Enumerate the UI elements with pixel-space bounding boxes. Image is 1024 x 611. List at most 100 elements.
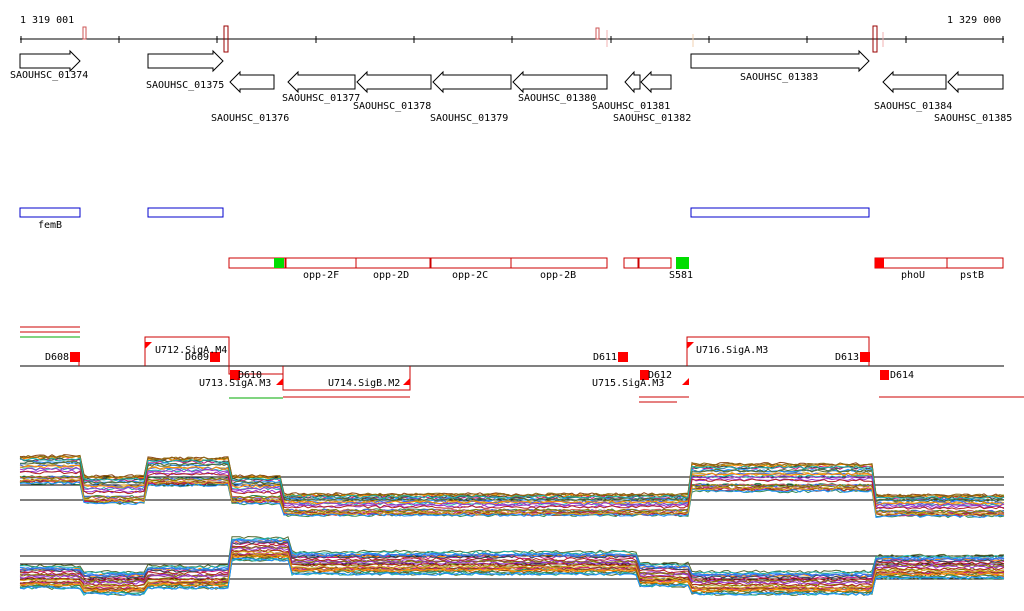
expression-traces xyxy=(19,535,1005,597)
gene-arrow[interactable] xyxy=(640,70,672,94)
gene-arrow[interactable] xyxy=(147,49,224,73)
expression-trace xyxy=(19,460,1005,503)
expression-trace xyxy=(19,557,1005,596)
annotation-label: opp-2B xyxy=(540,270,576,281)
segment-label: D613 xyxy=(835,352,859,363)
gene-arrow[interactable] xyxy=(432,70,512,94)
operon-box[interactable] xyxy=(690,207,870,218)
expression-track-upper xyxy=(19,454,1005,519)
segment-label: D608 xyxy=(45,352,69,363)
gene-label: SAOUHSC_01374 xyxy=(10,70,88,81)
gene-label: SAOUHSC_01382 xyxy=(613,113,691,124)
gene-arrow[interactable] xyxy=(229,70,275,94)
gene-label: SAOUHSC_01377 xyxy=(282,93,360,104)
operon-box[interactable] xyxy=(19,207,81,218)
coordinate-ruler: 1 319 001 1 329 000 xyxy=(20,15,1004,53)
annotation-box[interactable] xyxy=(946,257,1004,269)
expression-trace xyxy=(19,464,1005,506)
expression-trace xyxy=(19,470,1005,510)
annotation-label: opp-2D xyxy=(373,270,409,281)
gene-label: SAOUHSC_01375 xyxy=(146,80,224,91)
expression-trace xyxy=(19,466,1005,508)
segment-marker[interactable] xyxy=(640,370,649,380)
annotation-box[interactable] xyxy=(228,257,286,269)
annotation-box[interactable] xyxy=(355,257,431,269)
expression-trace xyxy=(19,454,1005,498)
segment-marker[interactable] xyxy=(70,352,80,362)
expression-trace xyxy=(19,536,1005,575)
annotation-labels: opp-2F opp-2D opp-2C opp-2B S581 phoU ps… xyxy=(303,270,984,281)
expression-trace xyxy=(19,554,1005,592)
gene-label: SAOUHSC_01378 xyxy=(353,101,431,112)
annotation-box[interactable] xyxy=(638,257,672,269)
segment-label: D609 xyxy=(185,352,209,363)
expression-traces xyxy=(19,454,1005,519)
expression-trace xyxy=(19,539,1005,578)
gene-label: SAOUHSC_01379 xyxy=(430,113,508,124)
segment-label: U713.SigA.M3 xyxy=(199,378,271,389)
green-marker[interactable] xyxy=(274,258,284,268)
segment-flag xyxy=(403,378,410,385)
ruler-start-label: 1 319 001 xyxy=(20,15,74,26)
expression-trace xyxy=(19,478,1005,517)
segment-track: D608 U712.SigA.M4 D609 D611 U716.SigA.M3… xyxy=(20,326,1024,403)
segment-flag xyxy=(687,342,694,349)
segment-marker[interactable] xyxy=(880,370,889,380)
annotation-label: phoU xyxy=(901,270,925,281)
annotation-label: S581 xyxy=(669,270,693,281)
segment-label: D614 xyxy=(890,370,914,381)
gene-arrow[interactable] xyxy=(624,70,641,94)
gene-arrow[interactable] xyxy=(690,49,870,73)
segment-label: D610 xyxy=(238,370,262,381)
annotation-box[interactable] xyxy=(510,257,608,269)
annotation-track xyxy=(228,257,1004,269)
segment-extra-lines xyxy=(20,326,1024,403)
gene-label: SAOUHSC_01380 xyxy=(518,93,596,104)
segment-label: D611 xyxy=(593,352,617,363)
expression-track-lower xyxy=(19,535,1005,597)
gene-arrow[interactable] xyxy=(356,70,432,94)
expression-trace xyxy=(19,457,1005,500)
annotation-box[interactable] xyxy=(623,257,639,269)
gene-label: SAOUHSC_01383 xyxy=(740,72,818,83)
annotation-box[interactable] xyxy=(874,257,948,269)
segment-flag xyxy=(682,378,689,385)
operon-label: femB xyxy=(38,220,62,231)
green-marker[interactable] xyxy=(676,257,689,269)
segment-marker[interactable] xyxy=(230,370,240,380)
expression-trace xyxy=(19,540,1005,579)
gene-arrow[interactable] xyxy=(882,70,947,94)
expression-trace xyxy=(19,480,1005,518)
segment-labels: D608 U712.SigA.M4 D609 D611 U716.SigA.M3… xyxy=(45,345,914,389)
annotation-label: opp-2F xyxy=(303,270,339,281)
red-marker[interactable] xyxy=(875,258,884,268)
segment-markers xyxy=(70,342,889,385)
operon-track xyxy=(19,207,870,218)
segment-flag xyxy=(276,378,283,385)
gene-arrow[interactable] xyxy=(512,70,608,94)
ruler-ticks xyxy=(20,36,1004,43)
segment-label: U715.SigA.M3 xyxy=(592,378,664,389)
gene-arrow[interactable] xyxy=(287,70,356,94)
ruler-highlight-marks xyxy=(82,25,884,53)
expression-trace xyxy=(19,552,1005,591)
gene-label: SAOUHSC_01384 xyxy=(874,101,952,112)
expression-trace xyxy=(19,548,1005,587)
segment-label: U712.SigA.M4 xyxy=(155,345,227,356)
segment-marker[interactable] xyxy=(860,352,870,362)
segment-marker[interactable] xyxy=(618,352,628,362)
gene-arrow[interactable] xyxy=(947,70,1004,94)
operon-box[interactable] xyxy=(147,207,224,218)
segment-label: U714.SigB.M2 xyxy=(328,378,400,389)
gene-labels: SAOUHSC_01374 SAOUHSC_01375 SAOUHSC_0138… xyxy=(10,70,1012,124)
annotation-box[interactable] xyxy=(285,257,357,269)
gene-arrow[interactable] xyxy=(19,49,81,73)
gene-label: SAOUHSC_01381 xyxy=(592,101,670,112)
segment-label: D612 xyxy=(648,370,672,381)
segment-marker[interactable] xyxy=(210,352,220,362)
ruler-end-label: 1 329 000 xyxy=(947,15,1001,26)
segment-label: U716.SigA.M3 xyxy=(696,345,768,356)
gene-track xyxy=(19,49,1004,94)
annotation-box[interactable] xyxy=(430,257,512,269)
